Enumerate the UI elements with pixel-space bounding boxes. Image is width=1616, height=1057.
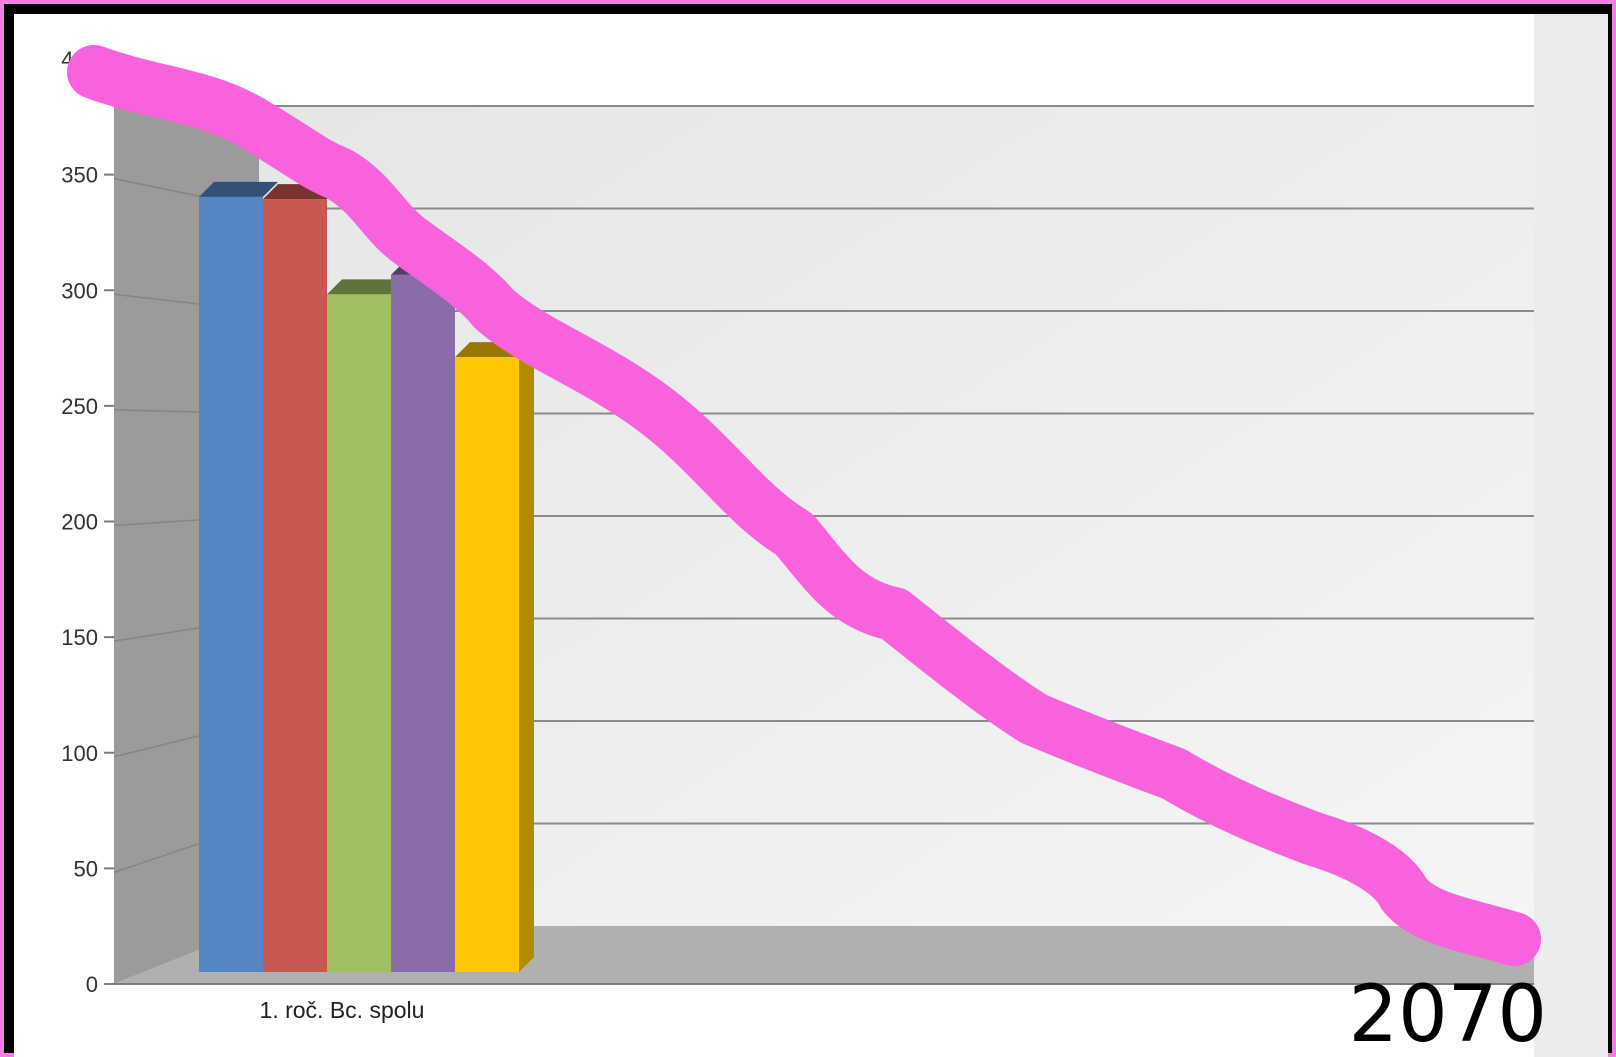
year-overlay-label: 2070 [1348, 970, 1547, 1057]
bar-side-5 [519, 342, 534, 972]
y-tick-label: 150 [61, 625, 98, 650]
chart-canvas: 0 50 100 150 200 250 300 350 400 1. roč. Bc. spo… [14, 14, 1608, 1057]
bar-1 [199, 196, 263, 972]
y-tick-label: 0 [86, 972, 98, 997]
pink-trend-stroke [67, 45, 1541, 966]
bar-4 [391, 274, 455, 972]
y-tick-label: 350 [61, 163, 98, 188]
y-tick-label: 300 [61, 278, 98, 303]
bar-3 [327, 294, 391, 973]
y-tick-label: 200 [61, 510, 98, 535]
bar-5 [455, 357, 519, 972]
bar-top-3 [327, 279, 406, 295]
right-strip [1534, 14, 1608, 1057]
y-tick-label: 100 [61, 741, 98, 766]
y-tick-label: 250 [61, 394, 98, 419]
bar-top-1 [199, 181, 278, 197]
bars [199, 181, 534, 973]
x-category-label: 1. roč. Bc. spolu [260, 997, 425, 1023]
bar-2 [263, 199, 327, 973]
y-tick-label: 50 [74, 856, 98, 881]
